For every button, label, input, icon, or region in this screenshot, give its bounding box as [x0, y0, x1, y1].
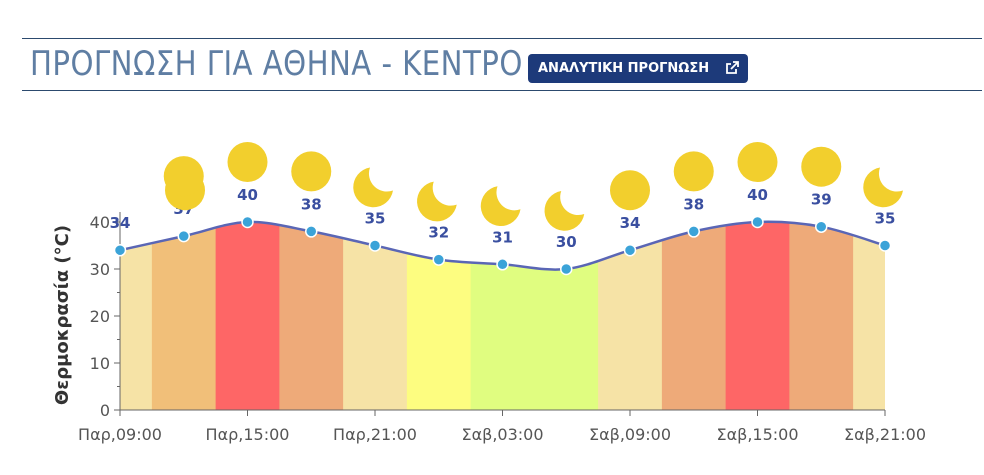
temperature-marker — [751, 215, 764, 229]
temperature-band — [151, 221, 217, 410]
temperature-value-label: 34 — [620, 214, 641, 232]
moon-icon — [480, 186, 521, 227]
x-tick-label: Παρ,15:00 — [206, 425, 290, 444]
temperature-value-label: 31 — [492, 228, 513, 246]
temperature-band — [470, 221, 535, 410]
weather-icons — [163, 142, 903, 231]
x-tick-label: Παρ,09:00 — [78, 425, 162, 444]
y-tick-label: 30 — [90, 260, 110, 279]
sun-icon — [610, 170, 650, 211]
x-tick-label: Σαβ,15:00 — [716, 425, 798, 444]
x-tick-label: Σαβ,03:00 — [461, 425, 543, 444]
temperature-value-label: 38 — [301, 195, 322, 213]
temperature-band — [789, 221, 854, 410]
sun-icon — [801, 146, 842, 187]
temperature-marker — [241, 215, 254, 229]
page-title: ΠΡΟΓΝΩΣΗ ΓΙΑ ΑΘΗΝΑ - ΚΕΝΤΡΟ — [30, 44, 523, 84]
temperature-bands — [120, 221, 885, 410]
temperature-value-label: 35 — [365, 210, 386, 228]
header-bottom-rule — [22, 90, 982, 91]
x-tick-label: Σαβ,21:00 — [844, 425, 926, 444]
moon-shape — [417, 181, 457, 222]
temperature-marker — [878, 239, 892, 252]
temperature-band — [279, 221, 344, 410]
detailed-forecast-button-label: ΑΝΑΛΥΤΙΚΗ ΠΡΟΓΝΩΣΗ — [538, 61, 710, 76]
temperature-band — [534, 221, 599, 410]
moon-shape — [544, 191, 585, 231]
temperature-value-label: 38 — [683, 195, 704, 213]
temperature-value-label: 40 — [237, 186, 258, 204]
temperature-band — [120, 221, 153, 410]
sun-icon — [737, 142, 778, 182]
header-top-rule — [22, 38, 982, 39]
temperature-marker — [687, 225, 700, 238]
sun-icon — [163, 156, 204, 197]
moon-icon — [417, 181, 457, 222]
temperature-band — [725, 221, 790, 410]
temperature-marker — [305, 225, 318, 238]
sun-icon — [673, 151, 714, 192]
x-tick-label: Σαβ,09:00 — [589, 425, 671, 444]
temperature-marker — [432, 253, 445, 266]
temperature-value-label: 35 — [875, 210, 896, 228]
temperature-band — [215, 221, 280, 410]
temperature-marker — [113, 243, 127, 257]
temperature-band — [343, 221, 408, 410]
y-axis-label: Θερμοκρασία (°C) — [52, 225, 73, 405]
temperature-value-label: 30 — [556, 233, 577, 251]
detailed-forecast-button[interactable]: ΑΝΑΛΥΤΙΚΗ ΠΡΟΓΝΩΣΗ — [528, 54, 748, 83]
chart-axes: 0 10 20 30 40 Παρ,09:00 Παρ,15:00 Παρ,21:00 Σαβ,… — [78, 212, 926, 444]
moon-icon — [353, 167, 393, 208]
external-link-icon — [726, 61, 739, 74]
temperature-marker — [177, 229, 190, 243]
y-tick-label: 20 — [90, 307, 110, 326]
y-tick-label: 0 — [100, 401, 110, 420]
temperature-band — [853, 221, 885, 410]
temperature-marker — [496, 258, 509, 271]
temperature-value-label: 32 — [428, 224, 449, 242]
temperature-band — [661, 221, 727, 410]
y-tick-label: 40 — [90, 213, 110, 232]
moon-shape — [480, 186, 521, 227]
temperature-value-label: 40 — [747, 186, 768, 204]
moon-shape — [863, 167, 903, 208]
temperature-labels: 34374038353231303438403935 — [110, 186, 896, 251]
temperature-marker — [368, 239, 382, 252]
temperature-value-label: 39 — [811, 191, 832, 209]
moon-shape — [353, 167, 393, 208]
sun-icon — [291, 151, 332, 192]
temperature-band — [406, 221, 472, 410]
temperature-marker — [623, 243, 637, 257]
temperature-value-label: 34 — [110, 214, 131, 232]
x-tick-label: Παρ,21:00 — [333, 425, 417, 444]
moon-icon — [863, 167, 903, 208]
y-tick-label: 10 — [90, 354, 110, 373]
temperature-marker — [815, 220, 828, 233]
sun-icon — [227, 142, 268, 182]
moon-icon — [544, 191, 585, 231]
temperature-markers — [113, 215, 892, 276]
temperature-marker — [560, 262, 573, 276]
